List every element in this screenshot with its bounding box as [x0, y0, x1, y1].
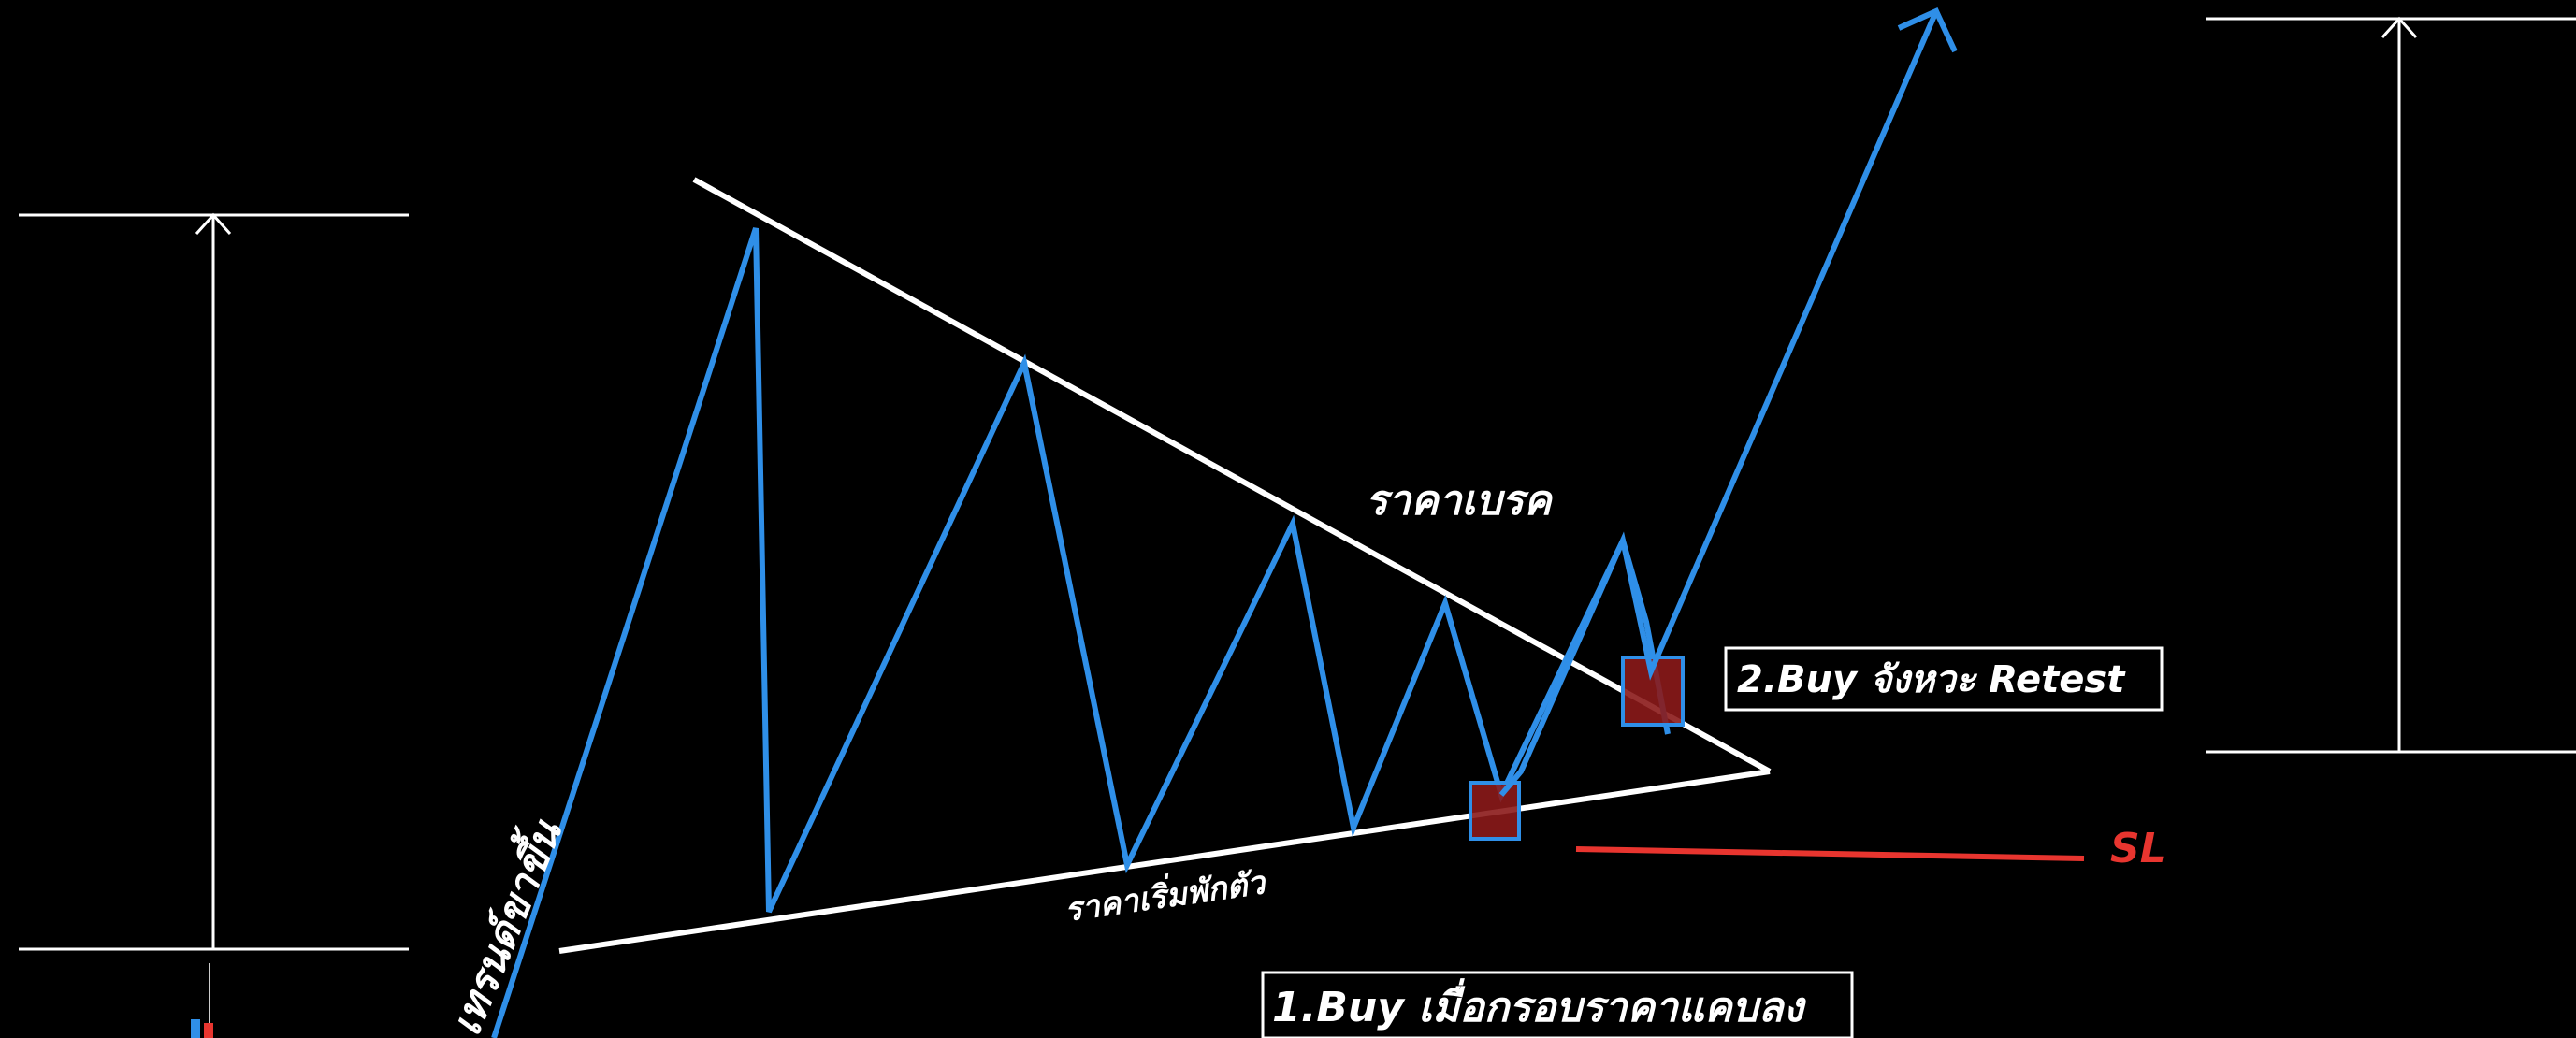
buy-narrow-box: [1261, 971, 1854, 1038]
stop-loss-label: SL: [2110, 825, 2166, 872]
upper-resistance-trendline: [692, 177, 1772, 774]
up-arrow-icon: [195, 212, 232, 236]
lower-support-trendline: [558, 769, 1771, 954]
candlestick-icon: [191, 963, 213, 1038]
buy-narrow-label: 1.Buy เมื่อกรอบราคาแคบลง: [1272, 978, 1806, 1031]
up-arrow-icon: [2381, 16, 2418, 39]
buy-retest-label: 2.Buy จังหวะ Retest: [1737, 658, 2126, 701]
right-height-bracket: [2206, 16, 2576, 754]
price-zigzag-path-continued: [1498, 9, 1939, 797]
break-label: ราคาเบรค: [1366, 477, 1554, 525]
entry-marker-narrow: [1469, 781, 1521, 841]
stop-loss-line: [1575, 846, 2085, 861]
buy-retest-box: [1724, 646, 2164, 712]
left-height-bracket: [19, 212, 409, 951]
